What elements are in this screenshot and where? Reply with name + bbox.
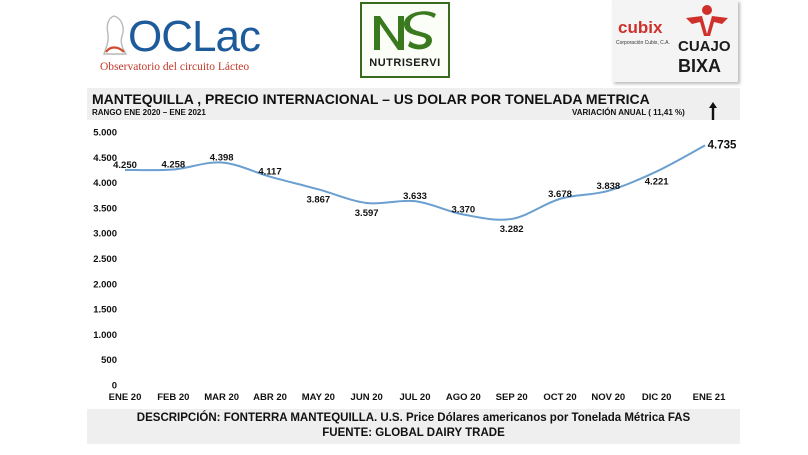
data-label: 4.221	[645, 176, 669, 187]
chart-title: MANTEQUILLA , PRECIO INTERNACIONAL – US …	[92, 91, 650, 107]
footer-band	[87, 409, 740, 444]
x-tick-label: ENE 21	[693, 392, 726, 403]
x-tick-label: AGO 20	[446, 392, 481, 403]
x-tick-label: MAR 20	[204, 392, 239, 403]
x-tick-label: DIC 20	[642, 392, 672, 403]
y-tick-label: 2.500	[93, 254, 117, 265]
y-axis-ticks: 0 500 1.000 1.500 2.000 2.500 3.000 3.500 4.000 4…	[93, 128, 117, 392]
data-label: 4.398	[210, 152, 234, 163]
x-tick-label: OCT 20	[543, 392, 576, 403]
data-label: 3.370	[451, 204, 475, 215]
x-tick-label: MAY 20	[302, 392, 335, 403]
data-label: 4.250	[113, 160, 137, 171]
x-tick-label: FEB 20	[157, 392, 189, 403]
x-tick-label: JUN 20	[351, 392, 383, 403]
oclac-subtitle: Observatorio del circuito Lácteo	[100, 61, 250, 73]
cuajo-figure-icon	[686, 5, 728, 36]
nutriservi-wordmark: NUTRISERVI	[369, 57, 441, 69]
y-tick-label: 3.500	[93, 203, 117, 214]
up-arrow-icon	[709, 102, 717, 120]
cow-head-icon	[103, 15, 128, 55]
data-label: 3.633	[403, 191, 427, 202]
y-tick-label: 1.000	[93, 330, 117, 341]
y-tick-label: 3.000	[93, 229, 117, 240]
x-axis-ticks: ENE 20 FEB 20 MAR 20 ABR 20 MAY 20 JUN 20 JUL …	[109, 392, 726, 403]
data-label-layer: 4.250 4.258 4.398 4.117 3.867 3.597 3.633 3.370…	[113, 139, 737, 235]
data-label: 4.117	[258, 167, 281, 178]
cuajo-wordmark: CUAJO	[678, 38, 731, 55]
oclac-wordmark: OCLac	[128, 12, 261, 61]
ns-monogram-icon	[374, 11, 436, 50]
title-band	[87, 88, 740, 120]
y-tick-label: 4.000	[93, 178, 117, 189]
y-tick-label: 500	[101, 355, 117, 366]
y-tick-label: 4.500	[93, 153, 117, 164]
data-label: 4.735	[708, 139, 737, 151]
y-tick-label: 1.500	[93, 305, 117, 316]
x-tick-label: SEP 20	[496, 392, 528, 403]
nutriservi-logo: NUTRISERVI	[360, 2, 450, 78]
oclac-logo: OCLac Observatorio del circuito Lácteo	[98, 6, 268, 78]
data-label: 3.838	[596, 181, 620, 192]
y-tick-label: 2.000	[93, 279, 117, 290]
data-label: 3.867	[306, 194, 330, 205]
x-tick-label: JUL 20	[400, 392, 431, 403]
cubix-subtitle: Corporación Cubix, C.A.	[616, 40, 670, 46]
date-range-label: RANGO ENE 2020 – ENE 2021	[92, 108, 206, 117]
footer-description: DESCRIPCIÓN: FONTERRA MANTEQUILLA. U.S. …	[136, 412, 691, 424]
x-tick-label: ABR 20	[253, 392, 287, 403]
footer-source: FUENTE: GLOBAL DAIRY TRADE	[322, 427, 505, 439]
series-layer	[124, 144, 706, 221]
annual-variation-label: VARIACIÓN ANUAL ( 11,41 %)	[572, 108, 685, 117]
data-label: 4.258	[161, 160, 185, 171]
cubix-cuajo-bixa-logo: cubix Corporación Cubix, C.A. CUAJO BIXA	[612, 0, 738, 82]
x-tick-label: NOV 20	[591, 392, 625, 403]
x-tick-label: ENE 20	[109, 392, 142, 403]
data-label: 3.597	[355, 208, 379, 219]
data-label: 3.282	[500, 224, 524, 235]
price-series-line	[124, 144, 706, 221]
y-tick-label: 0	[112, 381, 117, 392]
cubix-wordmark: cubix	[618, 18, 663, 37]
data-label: 3.678	[548, 189, 572, 200]
bixa-wordmark: BIXA	[678, 56, 722, 76]
y-tick-label: 5.000	[93, 128, 117, 139]
